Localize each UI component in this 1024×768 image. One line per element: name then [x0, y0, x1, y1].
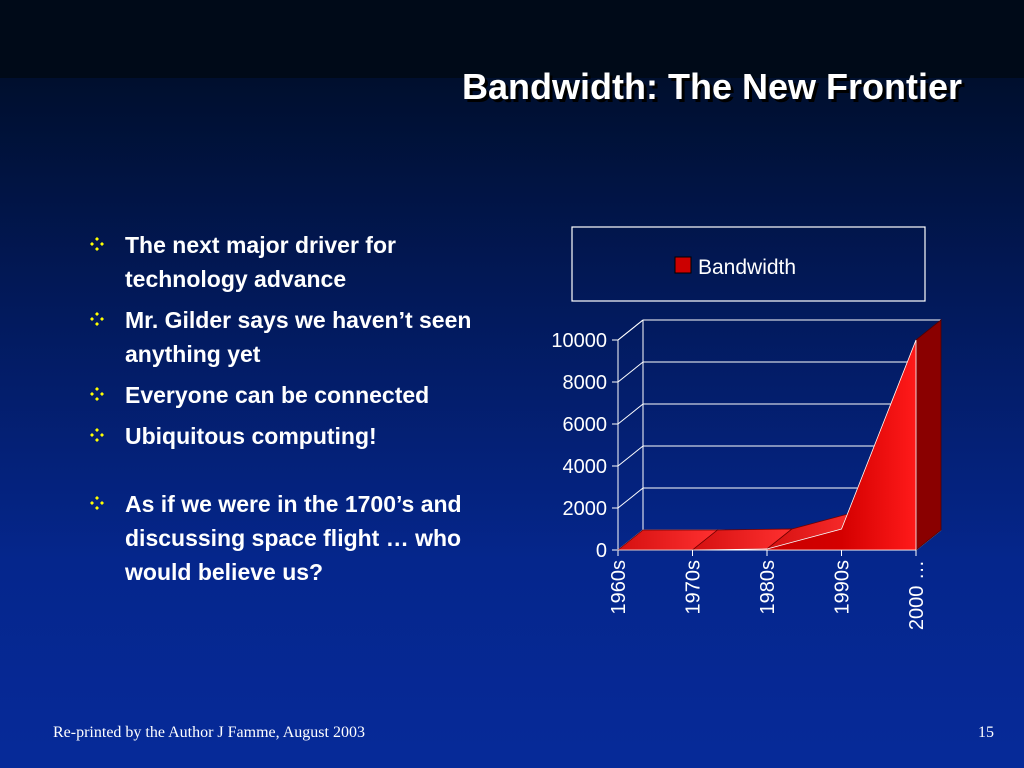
y-tick-label: 8000: [563, 372, 608, 394]
area-top-surface: [766, 508, 867, 550]
y-tick-label: 6000: [563, 414, 608, 436]
bullet-text: Mr. Gilder says we haven’t seen anything…: [125, 307, 472, 367]
bullet-text: The next major driver for technology adv…: [125, 232, 396, 292]
title-band: [0, 0, 1024, 78]
bullet-item: Mr. Gilder says we haven’t seen anything…: [84, 303, 504, 371]
bullet-item: Ubiquitous computing!: [84, 419, 504, 453]
gridline-side: [617, 403, 644, 425]
y-tick-label: 10000: [551, 330, 607, 352]
x-tick-label: 1960s: [608, 560, 630, 615]
legend-swatch: [674, 256, 692, 274]
area-series-bandwidth: [618, 339, 917, 551]
area-end-face: [915, 319, 942, 551]
bullet-text: Ubiquitous computing!: [125, 423, 377, 449]
footer-credit: Re-printed by the Author J Famme, August…: [53, 724, 365, 741]
page-number: 15: [978, 724, 994, 741]
legend-label: Bandwidth: [698, 256, 796, 279]
left-wall-bottom: [617, 529, 644, 551]
four-diamond-bullet-icon: [90, 237, 104, 251]
y-tick-label: 4000: [563, 456, 608, 478]
four-diamond-bullet-icon: [90, 428, 104, 442]
legend-box: [571, 226, 926, 302]
bullet-item: The next major driver for technology adv…: [84, 228, 504, 296]
four-diamond-bullet-icon: [90, 387, 104, 401]
area-top-surface: [616, 529, 719, 551]
bullet-text: As if we were in the 1700’s and discussi…: [125, 491, 462, 585]
x-tick-label: 1970s: [683, 560, 705, 615]
area-top-surface: [840, 318, 942, 531]
bullet-list: The next major driver for technology adv…: [84, 228, 504, 596]
bullet-item: As if we were in the 1700’s and discussi…: [84, 487, 504, 589]
bullet-item: Everyone can be connected: [84, 378, 504, 412]
y-tick-label: 2000: [563, 498, 608, 520]
area-top-surface: [691, 528, 794, 551]
bullet-text: Everyone can be connected: [125, 382, 430, 408]
gridline-side: [617, 445, 644, 467]
gridline-side: [617, 319, 644, 341]
x-tick-label: 1990s: [832, 560, 854, 615]
slide-title: Bandwidth: The New Frontier: [462, 66, 962, 107]
x-tick-label: 2000 …: [906, 560, 928, 630]
floor-right-edge: [915, 529, 942, 551]
gridline-side: [617, 361, 644, 383]
x-tick-label: 1980s: [757, 560, 779, 615]
gridline-side: [617, 487, 644, 509]
left-wall-top: [617, 319, 644, 341]
y-tick-label: 0: [596, 540, 607, 562]
four-diamond-bullet-icon: [90, 496, 104, 510]
four-diamond-bullet-icon: [90, 312, 104, 326]
